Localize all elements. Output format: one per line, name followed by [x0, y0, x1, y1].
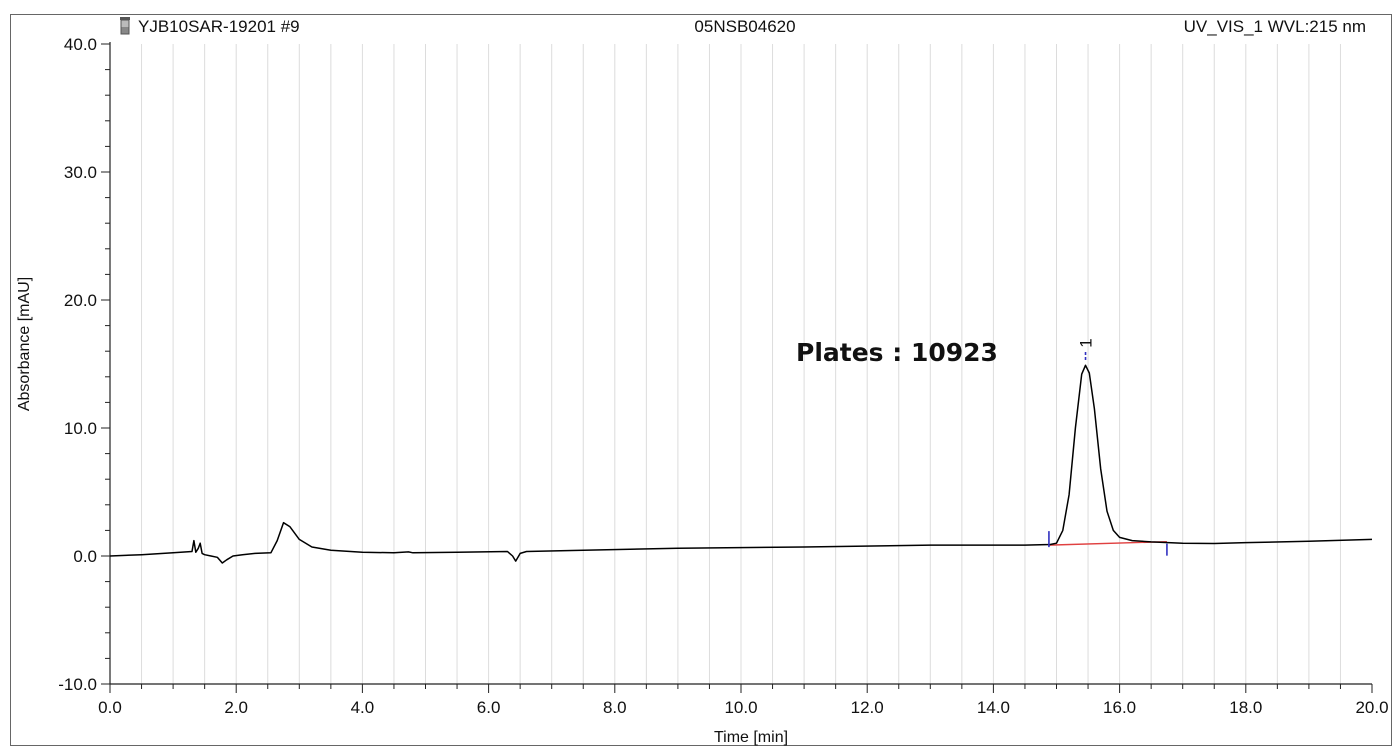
x-tick-label: 8.0 — [603, 698, 627, 717]
channel-info: UV_VIS_1 WVL:215 nm — [1183, 17, 1366, 36]
x-axis-title: Time [min] — [714, 729, 788, 746]
sample-name: YJB10SAR-19201 #9 — [138, 17, 300, 36]
x-tick-label: 10.0 — [724, 698, 757, 717]
y-tick-label: 0.0 — [73, 547, 97, 566]
x-tick-label: 2.0 — [224, 698, 248, 717]
y-axis-title: Absorbance [mAU] — [16, 277, 33, 411]
y-tick-label: 20.0 — [64, 291, 97, 310]
x-tick-label: 0.0 — [98, 698, 122, 717]
x-tick-label: 6.0 — [477, 698, 501, 717]
x-tick-label: 20.0 — [1355, 698, 1388, 717]
plates-annotation: Plates : 10923 — [796, 338, 998, 367]
y-tick-label: 40.0 — [64, 35, 97, 54]
x-tick-label: 18.0 — [1229, 698, 1262, 717]
x-tick-label: 12.0 — [851, 698, 884, 717]
y-tick-label: 30.0 — [64, 163, 97, 182]
x-tick-label: 16.0 — [1103, 698, 1136, 717]
x-tick-label: 14.0 — [977, 698, 1010, 717]
vial-icon — [120, 17, 130, 35]
y-tick-label: 10.0 — [64, 419, 97, 438]
chromatogram-trace — [109, 364, 1373, 564]
y-tick-label: -10.0 — [58, 675, 97, 694]
method-name: 05NSB04620 — [694, 17, 796, 36]
peak-label: 1 — [1077, 338, 1096, 347]
x-tick-label: 4.0 — [351, 698, 375, 717]
